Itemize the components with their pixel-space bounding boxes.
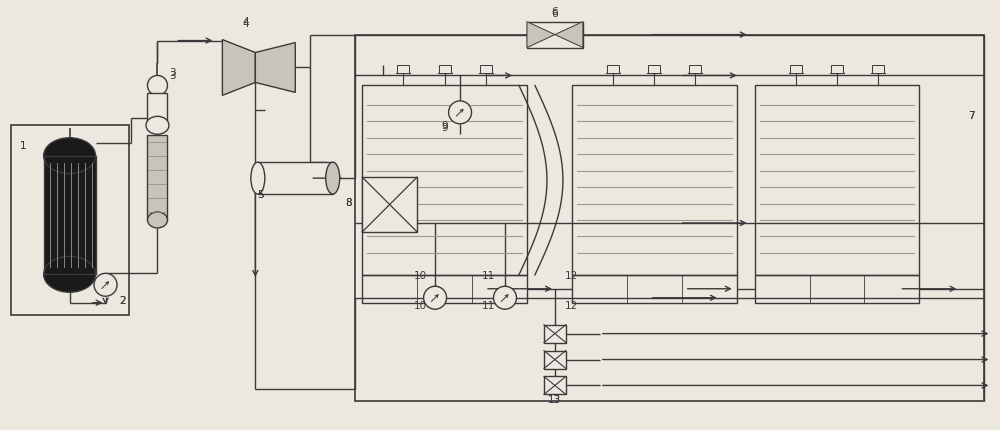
Bar [439,66,451,74]
Ellipse shape [147,76,167,96]
Text: 6: 6 [552,6,558,17]
Text: 13: 13 [548,394,562,405]
Bar [147,136,167,221]
Text: 11: 11 [481,300,495,310]
Circle shape [94,273,117,297]
Bar [755,275,919,303]
Text: 5: 5 [257,190,264,200]
Text: 10: 10 [414,300,427,310]
Text: 1: 1 [19,141,26,151]
Bar [607,66,619,74]
Ellipse shape [146,117,169,135]
Text: 2: 2 [119,295,126,305]
Bar [362,178,417,232]
Bar [147,94,167,126]
Polygon shape [255,43,295,93]
Bar [544,351,566,369]
Bar [362,86,527,275]
Text: 7: 7 [968,111,975,121]
Bar [480,66,492,74]
Text: 8: 8 [345,197,352,208]
Ellipse shape [326,163,340,195]
Text: 2: 2 [119,295,126,305]
Bar [790,66,802,74]
Bar [44,157,96,275]
Circle shape [424,287,447,310]
Polygon shape [555,22,583,49]
Circle shape [494,287,516,310]
Bar [44,157,96,275]
Ellipse shape [147,212,167,228]
Polygon shape [527,22,555,49]
Bar [648,66,660,74]
Bar [11,126,129,315]
Ellipse shape [251,163,265,195]
Text: 4: 4 [242,17,249,27]
Bar [689,66,701,74]
Bar [362,275,527,303]
Text: 6: 6 [552,9,558,18]
Bar [572,275,737,303]
Bar [544,377,566,394]
Bar [755,86,919,275]
Ellipse shape [44,257,96,292]
Text: 1: 1 [19,141,26,151]
Text: 3: 3 [169,68,176,78]
Text: 12: 12 [565,270,579,280]
Text: 8: 8 [345,197,352,208]
Bar [831,66,843,74]
Text: 11: 11 [481,270,495,280]
Bar [397,66,409,74]
Bar [544,325,566,343]
Text: 4: 4 [242,18,249,28]
Circle shape [449,101,472,125]
Bar [572,86,737,275]
Text: 5: 5 [257,190,264,200]
Text: 13: 13 [548,394,562,405]
Bar [872,66,884,74]
Bar [258,163,333,195]
Polygon shape [222,40,255,96]
Ellipse shape [44,138,96,174]
Text: 12: 12 [565,300,579,310]
Bar [355,36,984,402]
Text: 3: 3 [169,71,176,81]
Text: 9: 9 [442,123,448,133]
Text: 7: 7 [968,111,975,121]
Bar [527,22,583,49]
Text: 9: 9 [442,121,448,131]
Text: 10: 10 [414,270,427,280]
